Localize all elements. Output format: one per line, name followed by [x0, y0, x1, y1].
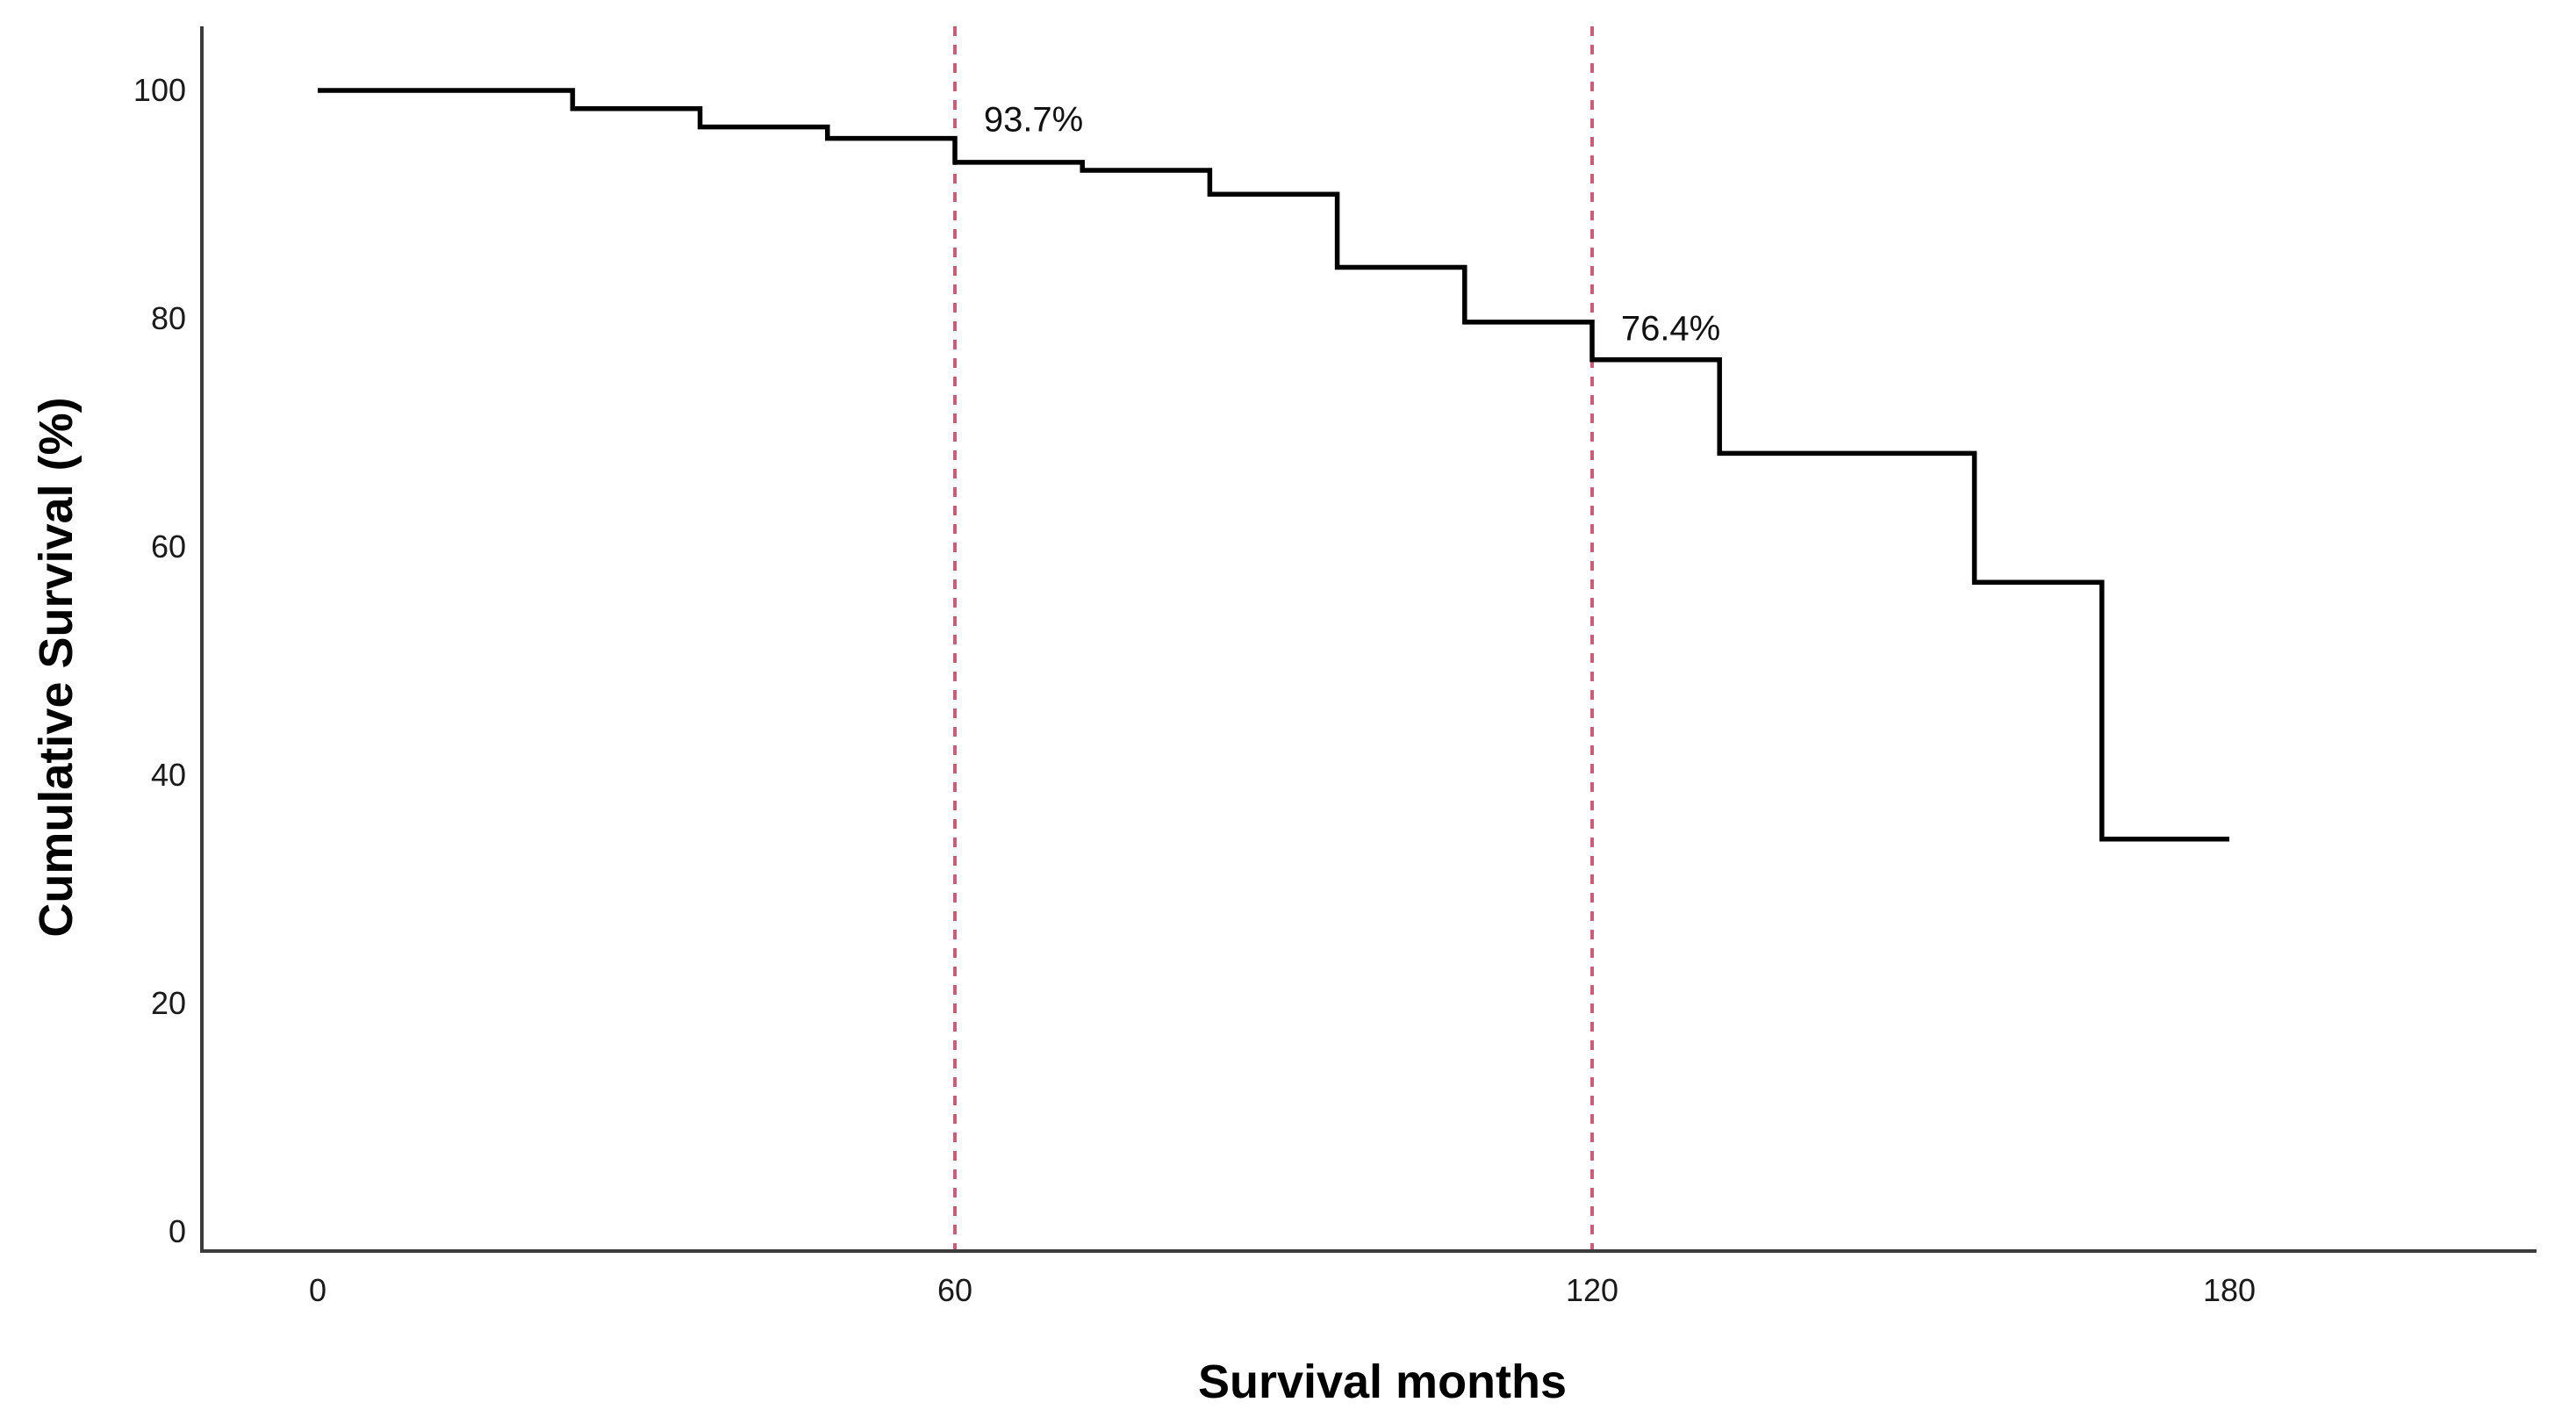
annotation-76.4%: 76.4%: [1621, 309, 1720, 348]
y-tick-label-40: 40: [151, 757, 186, 793]
y-tick-label-100: 100: [133, 72, 186, 108]
y-tick-label-60: 60: [151, 529, 186, 565]
x-tick-label-120: 120: [1566, 1272, 1618, 1308]
survival-curve: [318, 88, 2229, 842]
x-axis-title: Survival months: [1198, 1356, 1567, 1408]
x-tick-label-60: 60: [937, 1272, 972, 1308]
y-tick-label-80: 80: [151, 300, 186, 336]
y-tick-label-20: 20: [151, 985, 186, 1021]
x-tick-labels: 0 60 120 180: [309, 1272, 2256, 1308]
reference-lines: [953, 26, 1594, 1249]
y-axis-title: Cumulative Survival (%): [30, 397, 83, 937]
annotations: 93.7% 76.4%: [984, 101, 1720, 349]
x-tick-label-0: 0: [309, 1272, 326, 1308]
annotation-93.7%: 93.7%: [984, 101, 1083, 140]
x-tick-label-180: 180: [2203, 1272, 2256, 1308]
y-tick-label-0: 0: [169, 1213, 186, 1249]
y-tick-labels: 100 80 60 40 20 0: [133, 72, 186, 1249]
